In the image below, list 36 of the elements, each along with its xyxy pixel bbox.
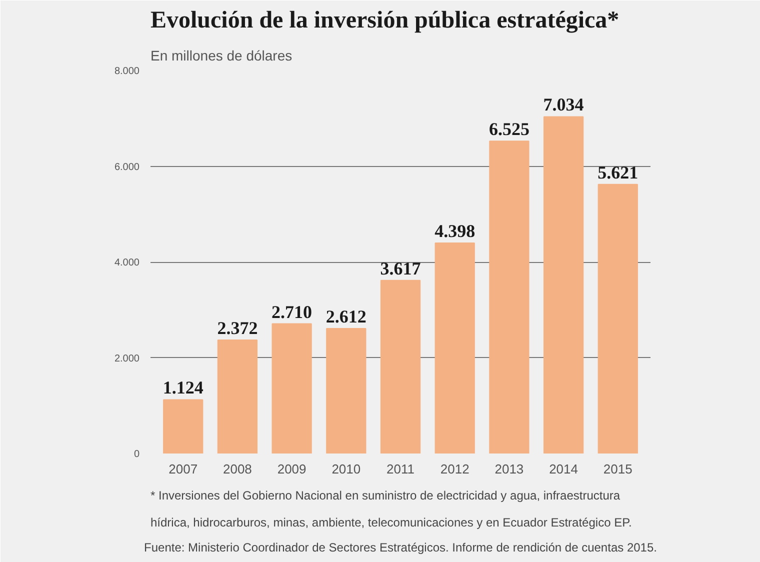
x-tick-label: 2013: [494, 462, 524, 476]
y-tick-label: 0: [134, 449, 140, 460]
source-note: Fuente: Ministerio Coordinador de Sectores Estratégicos. Informe de rendición de cuentas 2015.: [144, 540, 657, 554]
x-tick-label: 2012: [440, 462, 470, 476]
y-tick-label: 2.000: [114, 353, 140, 364]
data-label: 1.124: [162, 378, 204, 398]
text: * Inversiones del Gobierno Nacional en suministro de electricidad y agua, infraestructura hídrica, hidrocarburos, minas, ambiente, telecomunicaciones y en Ecuador Estratégico EP.: [150, 488, 632, 530]
bar: [380, 280, 421, 454]
x-tick-label: 2014: [549, 462, 578, 476]
x-tick-label: 2007: [168, 462, 198, 476]
x-tick-label: 2008: [222, 462, 252, 476]
data-label: 7.034: [543, 94, 584, 115]
data-label: 3.617: [380, 258, 421, 278]
data-label: 2.710: [272, 302, 312, 322]
bar: [217, 339, 258, 454]
x-tick-label: 2015: [603, 462, 632, 476]
x-tick-label: 2011: [386, 462, 414, 476]
bar: [326, 328, 366, 454]
y-tick-label: 4.000: [114, 258, 140, 268]
bar: [543, 116, 584, 454]
bar: [272, 323, 312, 454]
bar: [598, 184, 638, 454]
data-label: 6.525: [488, 119, 530, 140]
bar: [163, 399, 204, 454]
chart-subtitle: En millones de dólares: [150, 48, 292, 64]
chart-title: Evolución de la inversión pública estratégica*: [150, 8, 620, 34]
y-tick-label: 6.000: [114, 162, 140, 173]
data-label: 2.372: [217, 318, 258, 338]
data-label: 4.398: [434, 220, 476, 241]
y-tick-label: 8.000: [114, 66, 140, 77]
data-label: 2.612: [326, 306, 366, 326]
bar: [434, 242, 475, 454]
x-tick-label: 2010: [332, 462, 361, 476]
bar: [489, 140, 530, 454]
x-tick-label: 2009: [277, 462, 306, 476]
data-label: 5.621: [598, 162, 638, 182]
